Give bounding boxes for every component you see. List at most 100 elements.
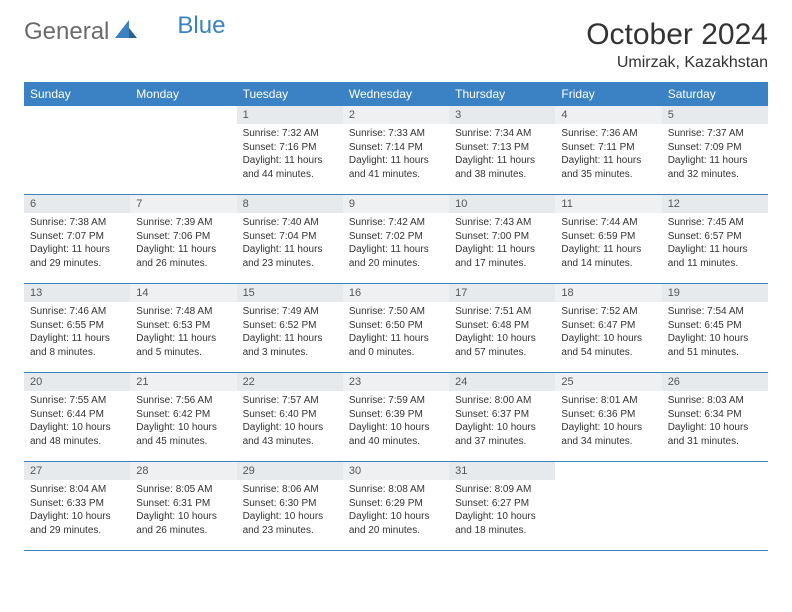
sunset-text: Sunset: 6:34 PM <box>668 408 762 422</box>
day-number: 17 <box>449 284 555 302</box>
day-details: Sunrise: 7:49 AMSunset: 6:52 PMDaylight:… <box>237 302 343 363</box>
calendar-week-row: 6Sunrise: 7:38 AMSunset: 7:07 PMDaylight… <box>24 195 768 284</box>
daylight-text: Daylight: 11 hours and 26 minutes. <box>136 243 230 270</box>
calendar-day-cell <box>24 106 130 195</box>
sunrise-text: Sunrise: 7:45 AM <box>668 216 762 230</box>
sunset-text: Sunset: 6:48 PM <box>455 319 549 333</box>
calendar-day-cell: 15Sunrise: 7:49 AMSunset: 6:52 PMDayligh… <box>237 284 343 373</box>
sunset-text: Sunset: 7:06 PM <box>136 230 230 244</box>
daylight-text: Daylight: 11 hours and 14 minutes. <box>561 243 655 270</box>
day-number: 27 <box>24 462 130 480</box>
daylight-text: Daylight: 10 hours and 48 minutes. <box>30 421 124 448</box>
logo-text-2: Blue <box>177 12 225 40</box>
daylight-text: Daylight: 11 hours and 38 minutes. <box>455 154 549 181</box>
calendar-day-cell: 25Sunrise: 8:01 AMSunset: 6:36 PMDayligh… <box>555 373 661 462</box>
sunrise-text: Sunrise: 7:59 AM <box>349 394 443 408</box>
daylight-text: Daylight: 10 hours and 40 minutes. <box>349 421 443 448</box>
calendar-week-row: 27Sunrise: 8:04 AMSunset: 6:33 PMDayligh… <box>24 462 768 551</box>
day-number: 9 <box>343 195 449 213</box>
calendar-table: Sunday Monday Tuesday Wednesday Thursday… <box>24 82 768 551</box>
day-details: Sunrise: 7:57 AMSunset: 6:40 PMDaylight:… <box>237 391 343 452</box>
sunset-text: Sunset: 6:42 PM <box>136 408 230 422</box>
day-number: 14 <box>130 284 236 302</box>
day-details: Sunrise: 7:40 AMSunset: 7:04 PMDaylight:… <box>237 213 343 274</box>
day-details: Sunrise: 7:37 AMSunset: 7:09 PMDaylight:… <box>662 124 768 185</box>
day-details: Sunrise: 8:01 AMSunset: 6:36 PMDaylight:… <box>555 391 661 452</box>
daylight-text: Daylight: 10 hours and 54 minutes. <box>561 332 655 359</box>
calendar-day-cell <box>555 462 661 551</box>
sunset-text: Sunset: 6:33 PM <box>30 497 124 511</box>
daylight-text: Daylight: 10 hours and 51 minutes. <box>668 332 762 359</box>
calendar-day-cell: 29Sunrise: 8:06 AMSunset: 6:30 PMDayligh… <box>237 462 343 551</box>
day-number: 18 <box>555 284 661 302</box>
sunrise-text: Sunrise: 7:32 AM <box>243 127 337 141</box>
day-details: Sunrise: 7:42 AMSunset: 7:02 PMDaylight:… <box>343 213 449 274</box>
calendar-day-cell: 3Sunrise: 7:34 AMSunset: 7:13 PMDaylight… <box>449 106 555 195</box>
day-details: Sunrise: 7:43 AMSunset: 7:00 PMDaylight:… <box>449 213 555 274</box>
day-details: Sunrise: 8:03 AMSunset: 6:34 PMDaylight:… <box>662 391 768 452</box>
day-details: Sunrise: 7:59 AMSunset: 6:39 PMDaylight:… <box>343 391 449 452</box>
sunset-text: Sunset: 6:39 PM <box>349 408 443 422</box>
sunrise-text: Sunrise: 7:57 AM <box>243 394 337 408</box>
weekday-header: Thursday <box>449 82 555 106</box>
calendar-day-cell: 11Sunrise: 7:44 AMSunset: 6:59 PMDayligh… <box>555 195 661 284</box>
sunrise-text: Sunrise: 7:40 AM <box>243 216 337 230</box>
sunset-text: Sunset: 6:57 PM <box>668 230 762 244</box>
sunset-text: Sunset: 7:02 PM <box>349 230 443 244</box>
daylight-text: Daylight: 11 hours and 41 minutes. <box>349 154 443 181</box>
header: General Blue October 2024 Umirzak, Kazak… <box>24 18 768 72</box>
sunset-text: Sunset: 6:27 PM <box>455 497 549 511</box>
weekday-header-row: Sunday Monday Tuesday Wednesday Thursday… <box>24 82 768 106</box>
sunset-text: Sunset: 6:59 PM <box>561 230 655 244</box>
sunset-text: Sunset: 6:55 PM <box>30 319 124 333</box>
day-number: 13 <box>24 284 130 302</box>
day-number: 25 <box>555 373 661 391</box>
calendar-day-cell: 19 Sunrise: 7:54 AMSunset: 6:45 PMDayligh… <box>662 284 768 373</box>
daylight-text: Daylight: 11 hours and 17 minutes. <box>455 243 549 270</box>
day-details: Sunrise: 8:00 AMSunset: 6:37 PMDaylight:… <box>449 391 555 452</box>
sunrise-text: Sunrise: 7:55 AM <box>30 394 124 408</box>
sunset-text: Sunset: 6:29 PM <box>349 497 443 511</box>
day-number: 19 <box>662 284 768 302</box>
sunrise-text: Sunrise: 7:33 AM <box>349 127 443 141</box>
calendar-day-cell: 16Sunrise: 7:50 AMSunset: 6:50 PMDayligh… <box>343 284 449 373</box>
calendar-body: 1Sunrise: 7:32 AMSunset: 7:16 PMDaylight… <box>24 106 768 551</box>
calendar-day-cell: 18Sunrise: 7:52 AMSunset: 6:47 PMDayligh… <box>555 284 661 373</box>
logo-text-1: General <box>24 18 109 46</box>
weekday-header: Friday <box>555 82 661 106</box>
daylight-text: Daylight: 10 hours and 23 minutes. <box>243 510 337 537</box>
sunrise-text: Sunrise: 7:56 AM <box>136 394 230 408</box>
day-number: 16 <box>343 284 449 302</box>
daylight-text: Daylight: 10 hours and 45 minutes. <box>136 421 230 448</box>
sunrise-text: Sunrise: 7:51 AM <box>455 305 549 319</box>
sunset-text: Sunset: 6:45 PM <box>668 319 762 333</box>
weekday-header: Saturday <box>662 82 768 106</box>
calendar-day-cell: 24Sunrise: 8:00 AMSunset: 6:37 PMDayligh… <box>449 373 555 462</box>
sunrise-text: Sunrise: 7:49 AM <box>243 305 337 319</box>
day-details: Sunrise: 8:05 AMSunset: 6:31 PMDaylight:… <box>130 480 236 541</box>
calendar-day-cell: 20Sunrise: 7:55 AMSunset: 6:44 PMDayligh… <box>24 373 130 462</box>
day-details: Sunrise: 7:34 AMSunset: 7:13 PMDaylight:… <box>449 124 555 185</box>
daylight-text: Daylight: 10 hours and 57 minutes. <box>455 332 549 359</box>
daylight-text: Daylight: 11 hours and 5 minutes. <box>136 332 230 359</box>
sunset-text: Sunset: 7:13 PM <box>455 141 549 155</box>
sunrise-text: Sunrise: 8:06 AM <box>243 483 337 497</box>
daylight-text: Daylight: 11 hours and 20 minutes. <box>349 243 443 270</box>
calendar-week-row: 20Sunrise: 7:55 AMSunset: 6:44 PMDayligh… <box>24 373 768 462</box>
calendar-day-cell: 8Sunrise: 7:40 AMSunset: 7:04 PMDaylight… <box>237 195 343 284</box>
calendar-day-cell: 4Sunrise: 7:36 AMSunset: 7:11 PMDaylight… <box>555 106 661 195</box>
day-number: 28 <box>130 462 236 480</box>
sunrise-text: Sunrise: 7:42 AM <box>349 216 443 230</box>
calendar-day-cell: 9Sunrise: 7:42 AMSunset: 7:02 PMDaylight… <box>343 195 449 284</box>
day-number: 15 <box>237 284 343 302</box>
sunrise-text: Sunrise: 7:54 AM <box>668 305 762 319</box>
daylight-text: Daylight: 11 hours and 8 minutes. <box>30 332 124 359</box>
daylight-text: Daylight: 11 hours and 23 minutes. <box>243 243 337 270</box>
day-number: 29 <box>237 462 343 480</box>
calendar-day-cell: 1Sunrise: 7:32 AMSunset: 7:16 PMDaylight… <box>237 106 343 195</box>
sunset-text: Sunset: 7:07 PM <box>30 230 124 244</box>
sunrise-text: Sunrise: 7:46 AM <box>30 305 124 319</box>
daylight-text: Daylight: 11 hours and 35 minutes. <box>561 154 655 181</box>
day-details: Sunrise: 7:55 AMSunset: 6:44 PMDaylight:… <box>24 391 130 452</box>
sunset-text: Sunset: 6:47 PM <box>561 319 655 333</box>
